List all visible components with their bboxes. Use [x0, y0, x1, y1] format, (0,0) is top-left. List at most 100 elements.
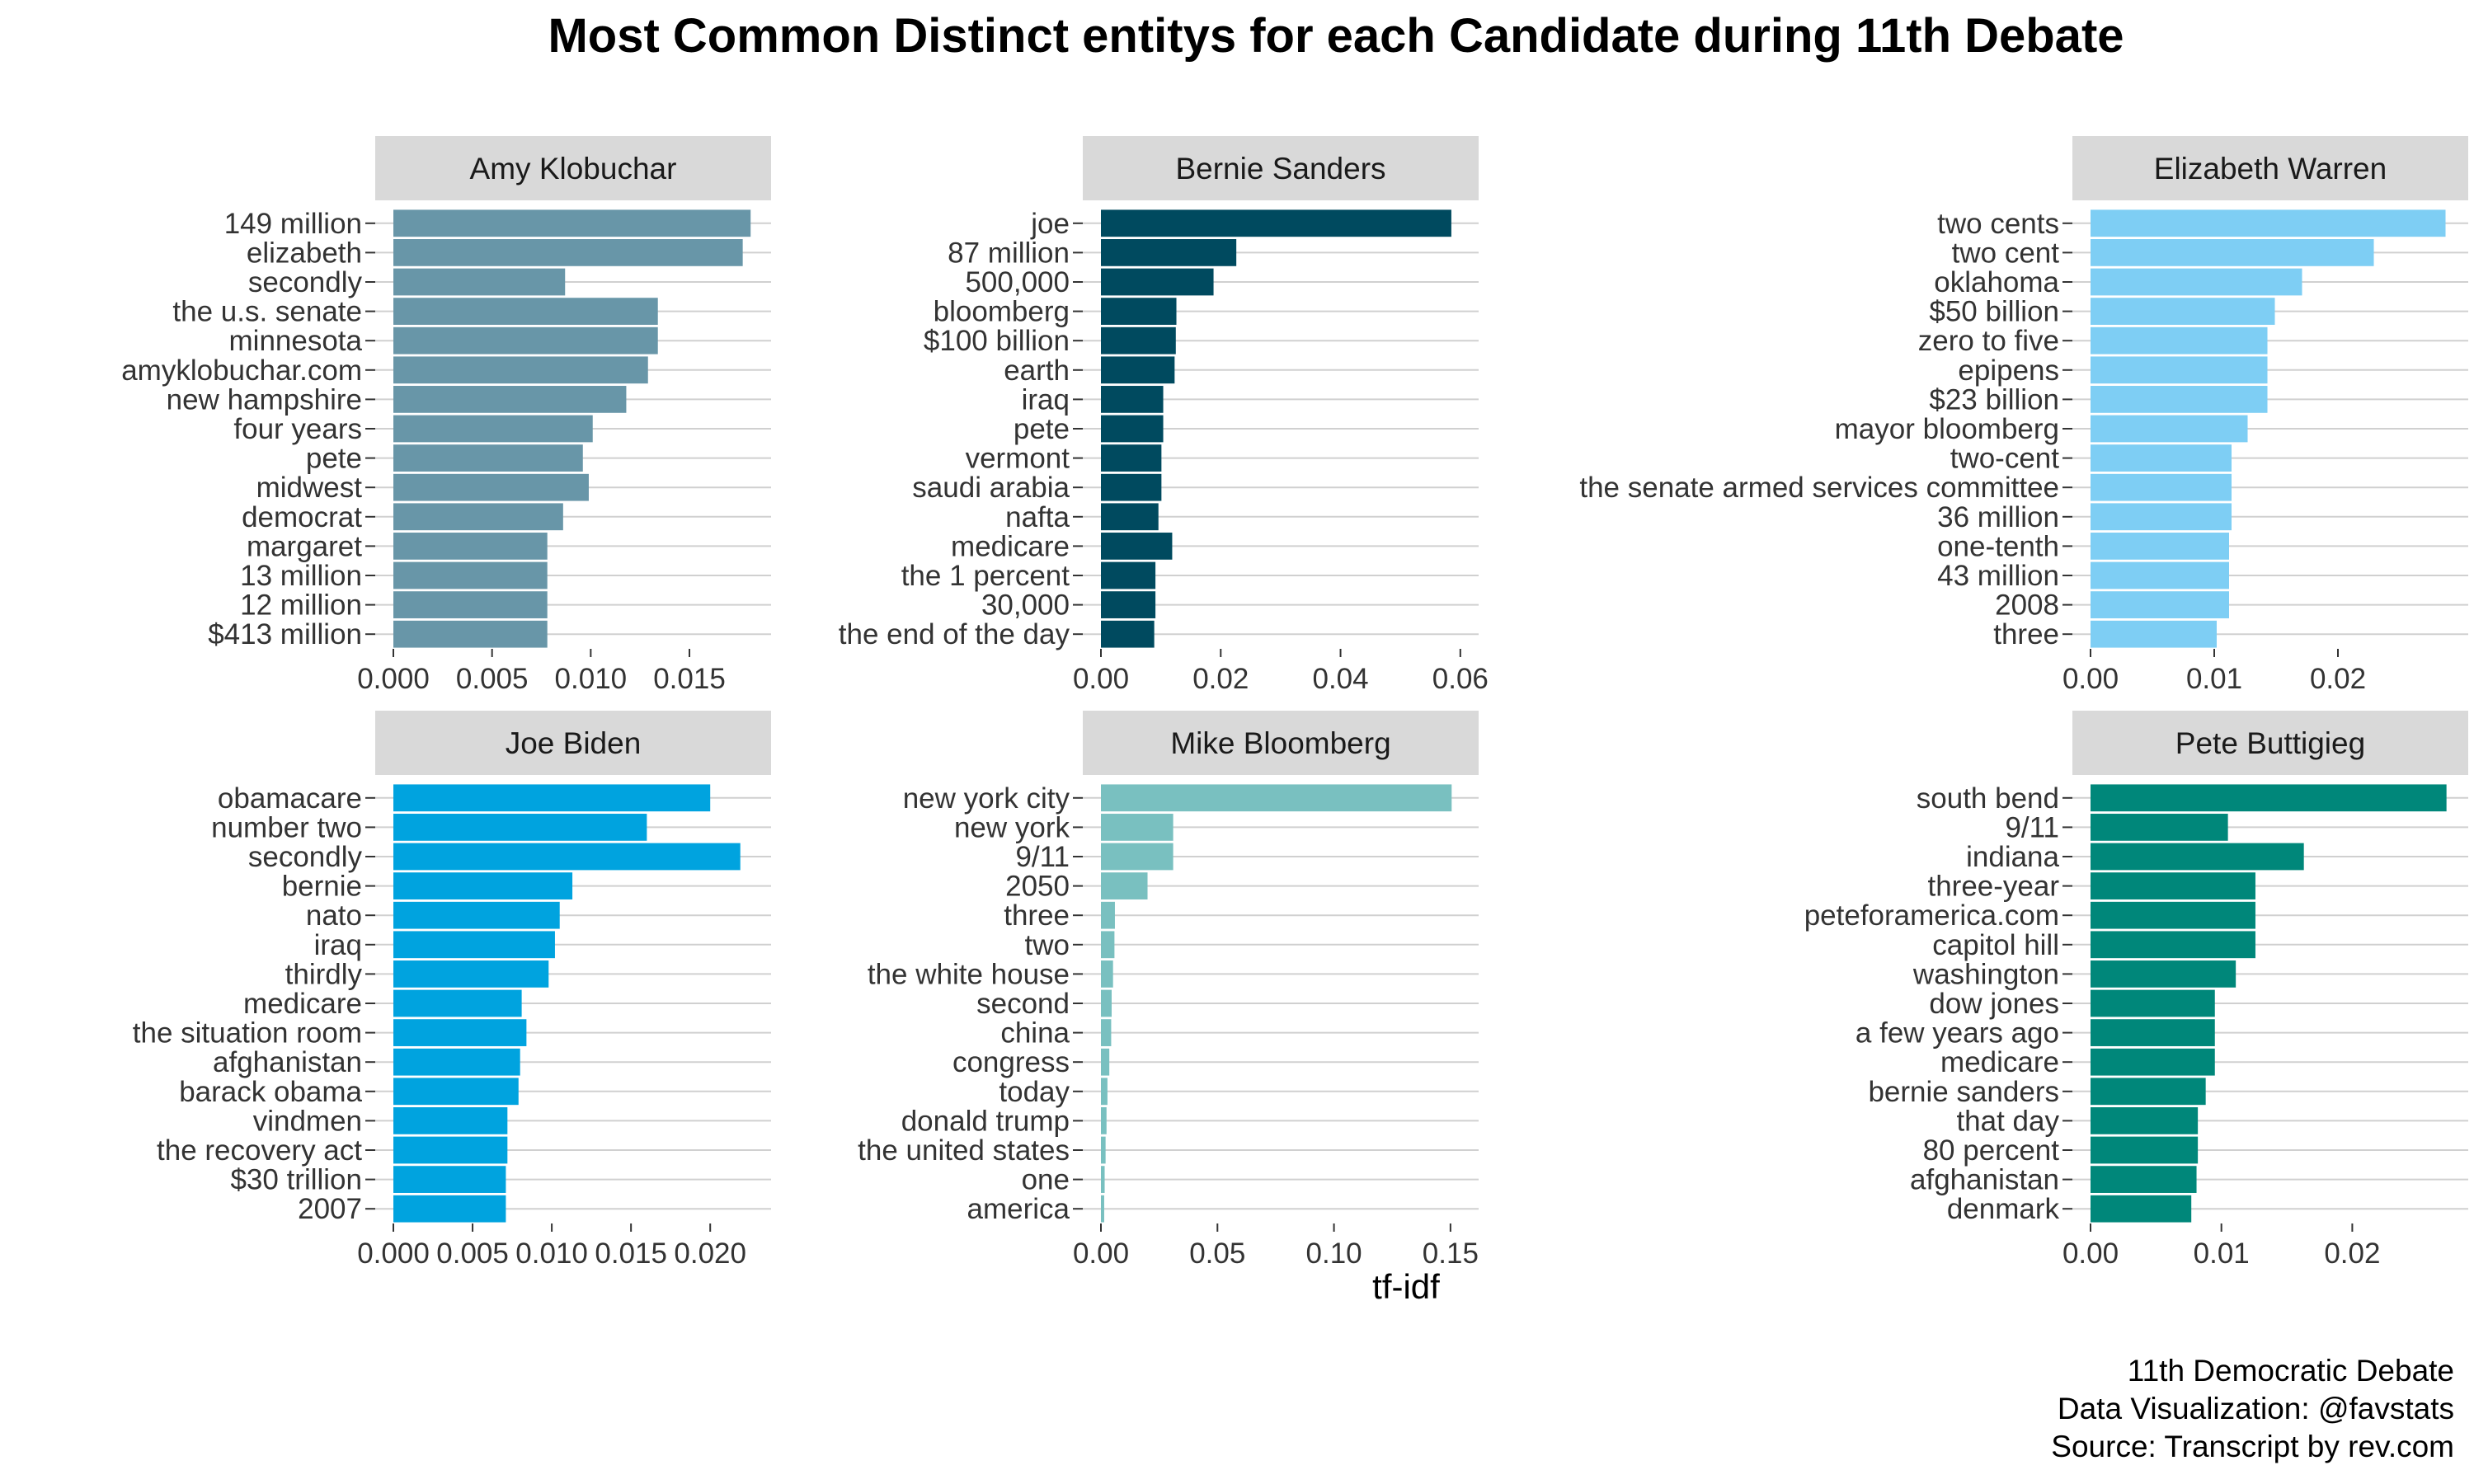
bar	[393, 298, 658, 325]
chart-title: Most Common Distinct entitys for each Ca…	[548, 9, 2124, 63]
bar	[1101, 1048, 1110, 1076]
category-label: washington	[1912, 958, 2059, 990]
bar	[2091, 989, 2215, 1017]
bar	[1101, 386, 1164, 413]
category-label: 2007	[298, 1193, 362, 1225]
category-label: amyklobuchar.com	[121, 355, 362, 387]
facet-label: Pete Buttigieg	[2175, 726, 2365, 760]
category-label: 2008	[1995, 589, 2059, 622]
x-tick-label: 0.010	[515, 1237, 588, 1270]
bar	[1101, 473, 1162, 501]
category-label: epipens	[1958, 355, 2059, 387]
bar	[1101, 1019, 1112, 1046]
x-tick-label: 0.15	[1423, 1237, 1479, 1270]
bar	[2091, 591, 2229, 618]
x-tick-label: 0.010	[555, 663, 628, 695]
bar	[393, 209, 751, 237]
category-label: second	[976, 988, 1070, 1020]
x-tick-label: 0.020	[674, 1237, 746, 1270]
category-label: medicare	[951, 530, 1070, 562]
bar	[393, 814, 647, 841]
category-label: four years	[233, 413, 362, 445]
bar	[2091, 901, 2255, 929]
bar	[1101, 1078, 1108, 1106]
bar	[1101, 843, 1174, 871]
category-label: dow jones	[1929, 988, 2059, 1020]
x-tick-label: 0.10	[1306, 1237, 1362, 1270]
category-label: 9/11	[1015, 841, 1070, 873]
category-label: $23 billion	[1929, 383, 2059, 416]
bar	[2091, 1078, 2206, 1106]
x-tick-label: 0.000	[357, 663, 430, 695]
category-label: joe	[1030, 208, 1070, 240]
x-tick-label: 0.00	[1073, 1237, 1129, 1270]
bar	[2091, 386, 2268, 413]
category-label: two	[1025, 929, 1070, 961]
facet-strip	[2072, 136, 2468, 200]
category-label: earth	[1004, 355, 1070, 387]
bar	[1101, 931, 1115, 959]
bar	[393, 415, 593, 443]
category-label: china	[1000, 1017, 1070, 1050]
category-label: south bend	[1917, 782, 2059, 815]
category-label: nato	[306, 899, 362, 932]
bar	[2091, 931, 2255, 959]
category-label: bernie	[282, 871, 362, 903]
category-label: peteforamerica.com	[1804, 899, 2059, 932]
bar	[1101, 901, 1115, 929]
bar	[1101, 1107, 1107, 1134]
category-label: the recovery act	[157, 1134, 362, 1167]
category-label: 9/11	[2005, 811, 2059, 843]
bar	[2091, 814, 2228, 841]
category-label: the 1 percent	[901, 560, 1070, 592]
bar	[1101, 533, 1173, 560]
category-label: the u.s. senate	[172, 296, 362, 328]
bar	[2091, 209, 2446, 237]
bar	[393, 872, 573, 899]
bar	[2091, 326, 2268, 355]
facet-strip	[375, 711, 771, 775]
category-label: thirdly	[285, 958, 363, 990]
category-label: 500,000	[965, 266, 1070, 298]
caption-line-2: Data Visualization: @favstats	[2057, 1392, 2454, 1425]
bar	[1101, 989, 1112, 1017]
category-label: 43 million	[1937, 560, 2059, 592]
x-tick-label: 0.01	[2186, 663, 2242, 695]
category-label: indiana	[1966, 841, 2059, 873]
x-tick-label: 0.005	[456, 663, 529, 695]
category-label: afghanistan	[1910, 1164, 2059, 1196]
x-tick-label: 0.015	[653, 663, 726, 695]
bar	[393, 326, 658, 355]
bar	[393, 784, 711, 812]
bar	[393, 931, 555, 959]
bar	[2091, 1166, 2197, 1193]
category-label: medicare	[1940, 1046, 2059, 1078]
category-label: midwest	[256, 472, 363, 504]
facet-strip	[375, 136, 771, 200]
bar	[2091, 1195, 2192, 1223]
category-label: the senate armed services committee	[1579, 472, 2059, 504]
x-tick-label: 0.005	[436, 1237, 509, 1270]
bar	[393, 901, 560, 929]
category-label: the end of the day	[839, 618, 1070, 650]
category-label: elizabeth	[247, 237, 362, 269]
category-label: two cents	[1937, 208, 2059, 240]
bar	[393, 444, 583, 472]
category-label: three-year	[1927, 871, 2059, 903]
bar	[2091, 444, 2232, 472]
facet-label: Amy Klobuchar	[470, 152, 677, 186]
category-label: bernie sanders	[1868, 1076, 2059, 1108]
category-label: $30 trillion	[230, 1164, 362, 1196]
category-label: today	[999, 1076, 1070, 1108]
category-label: donald trump	[901, 1105, 1070, 1137]
category-label: minnesota	[229, 325, 363, 357]
bar	[1101, 591, 1156, 618]
facet-label: Elizabeth Warren	[2154, 152, 2387, 186]
bar	[393, 356, 648, 384]
panel-pete-buttigieg: Pete Buttigieg south bend9/11indianathree…	[1804, 711, 2468, 1270]
bar	[393, 1019, 527, 1046]
category-label: one	[1022, 1164, 1070, 1196]
